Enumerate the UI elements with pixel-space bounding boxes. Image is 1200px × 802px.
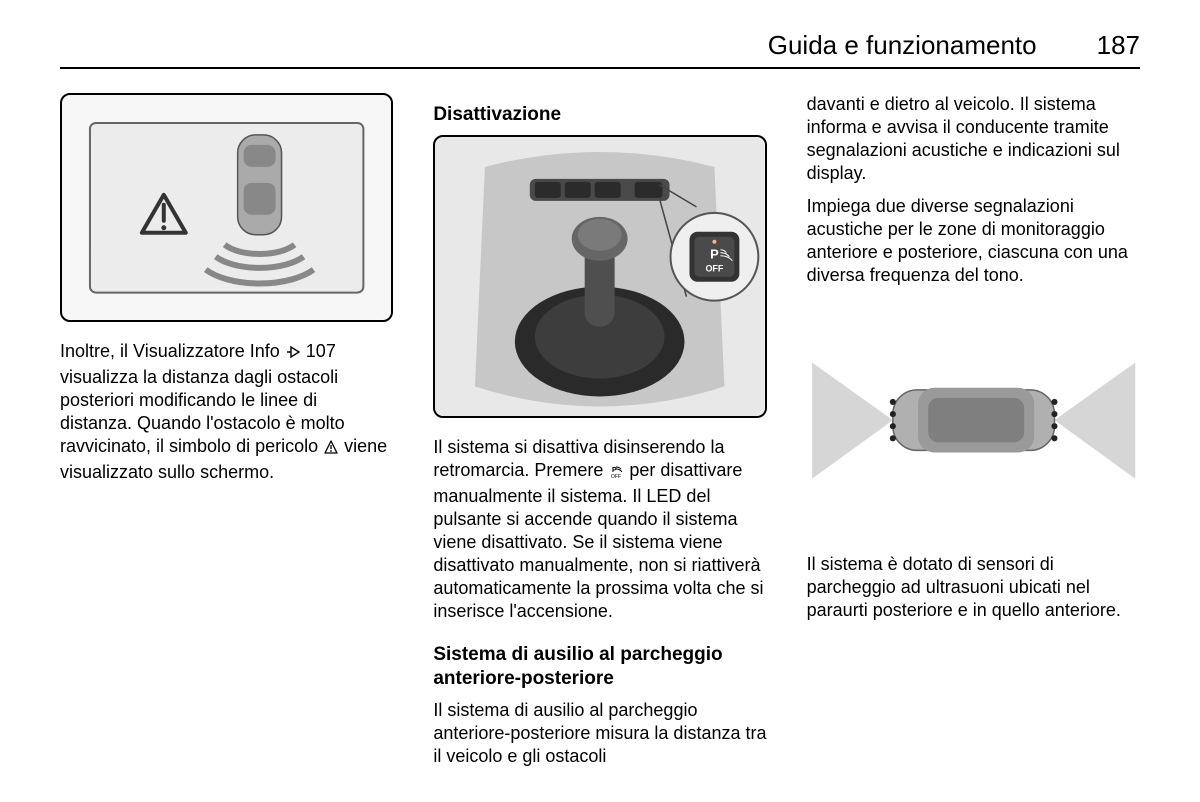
column-2: Disattivazione P: [433, 93, 766, 778]
figure-parking-display: [60, 93, 393, 322]
column-1: Inoltre, il Visualizzatore Info 107 visu…: [60, 93, 393, 778]
warning-triangle-icon: [323, 438, 339, 461]
link-arrow-icon: [285, 343, 301, 366]
content-columns: Inoltre, il Visualizzatore Info 107 visu…: [60, 93, 1140, 778]
text: per disatti­vare manualmente il sistema.…: [433, 460, 763, 621]
page-number: 187: [1097, 30, 1140, 61]
col3-paragraph-3: Il sistema è dotato di sensori di parche…: [807, 553, 1140, 622]
col2-paragraph-2: Il sistema di ausilio al parcheggio ante…: [433, 699, 766, 768]
col3-paragraph-2: Impiega due diverse segnalazioni acustic…: [807, 195, 1140, 287]
column-3: davanti e dietro al veicolo. Il sistema …: [807, 93, 1140, 778]
parking-off-icon: POFF: [608, 462, 624, 485]
svg-text:P: P: [612, 467, 617, 474]
heading-sistema-ausilio: Sistema di ausilio al parcheggio anterio…: [433, 643, 766, 691]
col2-paragraph-1: Il sistema si disattiva disinserendo la …: [433, 436, 766, 623]
figure-parking-off-button: P OFF: [433, 135, 766, 418]
page-ref: 107: [306, 341, 336, 361]
svg-text:OFF: OFF: [611, 474, 621, 479]
svg-text:OFF: OFF: [706, 263, 724, 273]
heading-disattivazione: Disattivazione: [433, 103, 766, 127]
figure-sensor-zones: [807, 307, 1140, 534]
svg-text:P: P: [710, 246, 719, 261]
page-header: Guida e funzionamento 187: [60, 30, 1140, 69]
col1-paragraph: Inoltre, il Visualizzatore Info 107 visu…: [60, 340, 393, 484]
text: Inoltre, il Visualizzatore Info: [60, 341, 285, 361]
col3-paragraph-1: davanti e dietro al veicolo. Il sistema …: [807, 93, 1140, 185]
text: visualizza la distanza dagli ostacoli po…: [60, 367, 345, 456]
header-title: Guida e funzionamento: [768, 30, 1037, 61]
